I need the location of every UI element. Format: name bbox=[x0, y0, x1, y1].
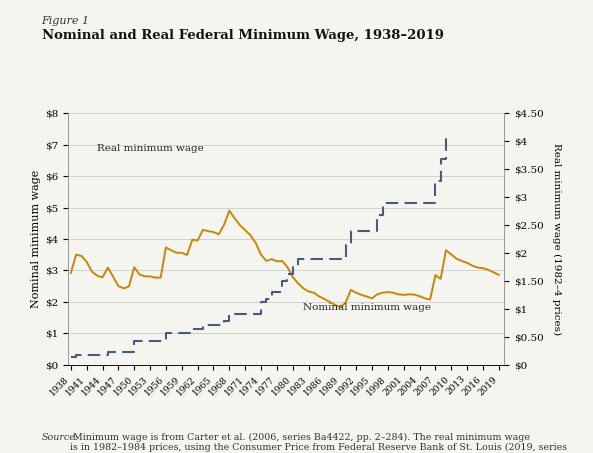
Text: Nominal and Real Federal Minimum Wage, 1938–2019: Nominal and Real Federal Minimum Wage, 1… bbox=[42, 29, 444, 43]
Text: Nominal minimum wage: Nominal minimum wage bbox=[303, 303, 431, 312]
Text: Source:: Source: bbox=[42, 433, 79, 442]
Text: Real minimum wage: Real minimum wage bbox=[97, 144, 204, 153]
Y-axis label: Real minimum wage (1982–4 prices): Real minimum wage (1982–4 prices) bbox=[552, 143, 561, 335]
Y-axis label: Nominal minimum wage: Nominal minimum wage bbox=[31, 170, 41, 308]
Text: Figure 1: Figure 1 bbox=[42, 16, 90, 26]
Text: Minimum wage is from Carter et al. (2006, series Ba4422, pp. 2–284). The real mi: Minimum wage is from Carter et al. (2006… bbox=[70, 433, 567, 453]
